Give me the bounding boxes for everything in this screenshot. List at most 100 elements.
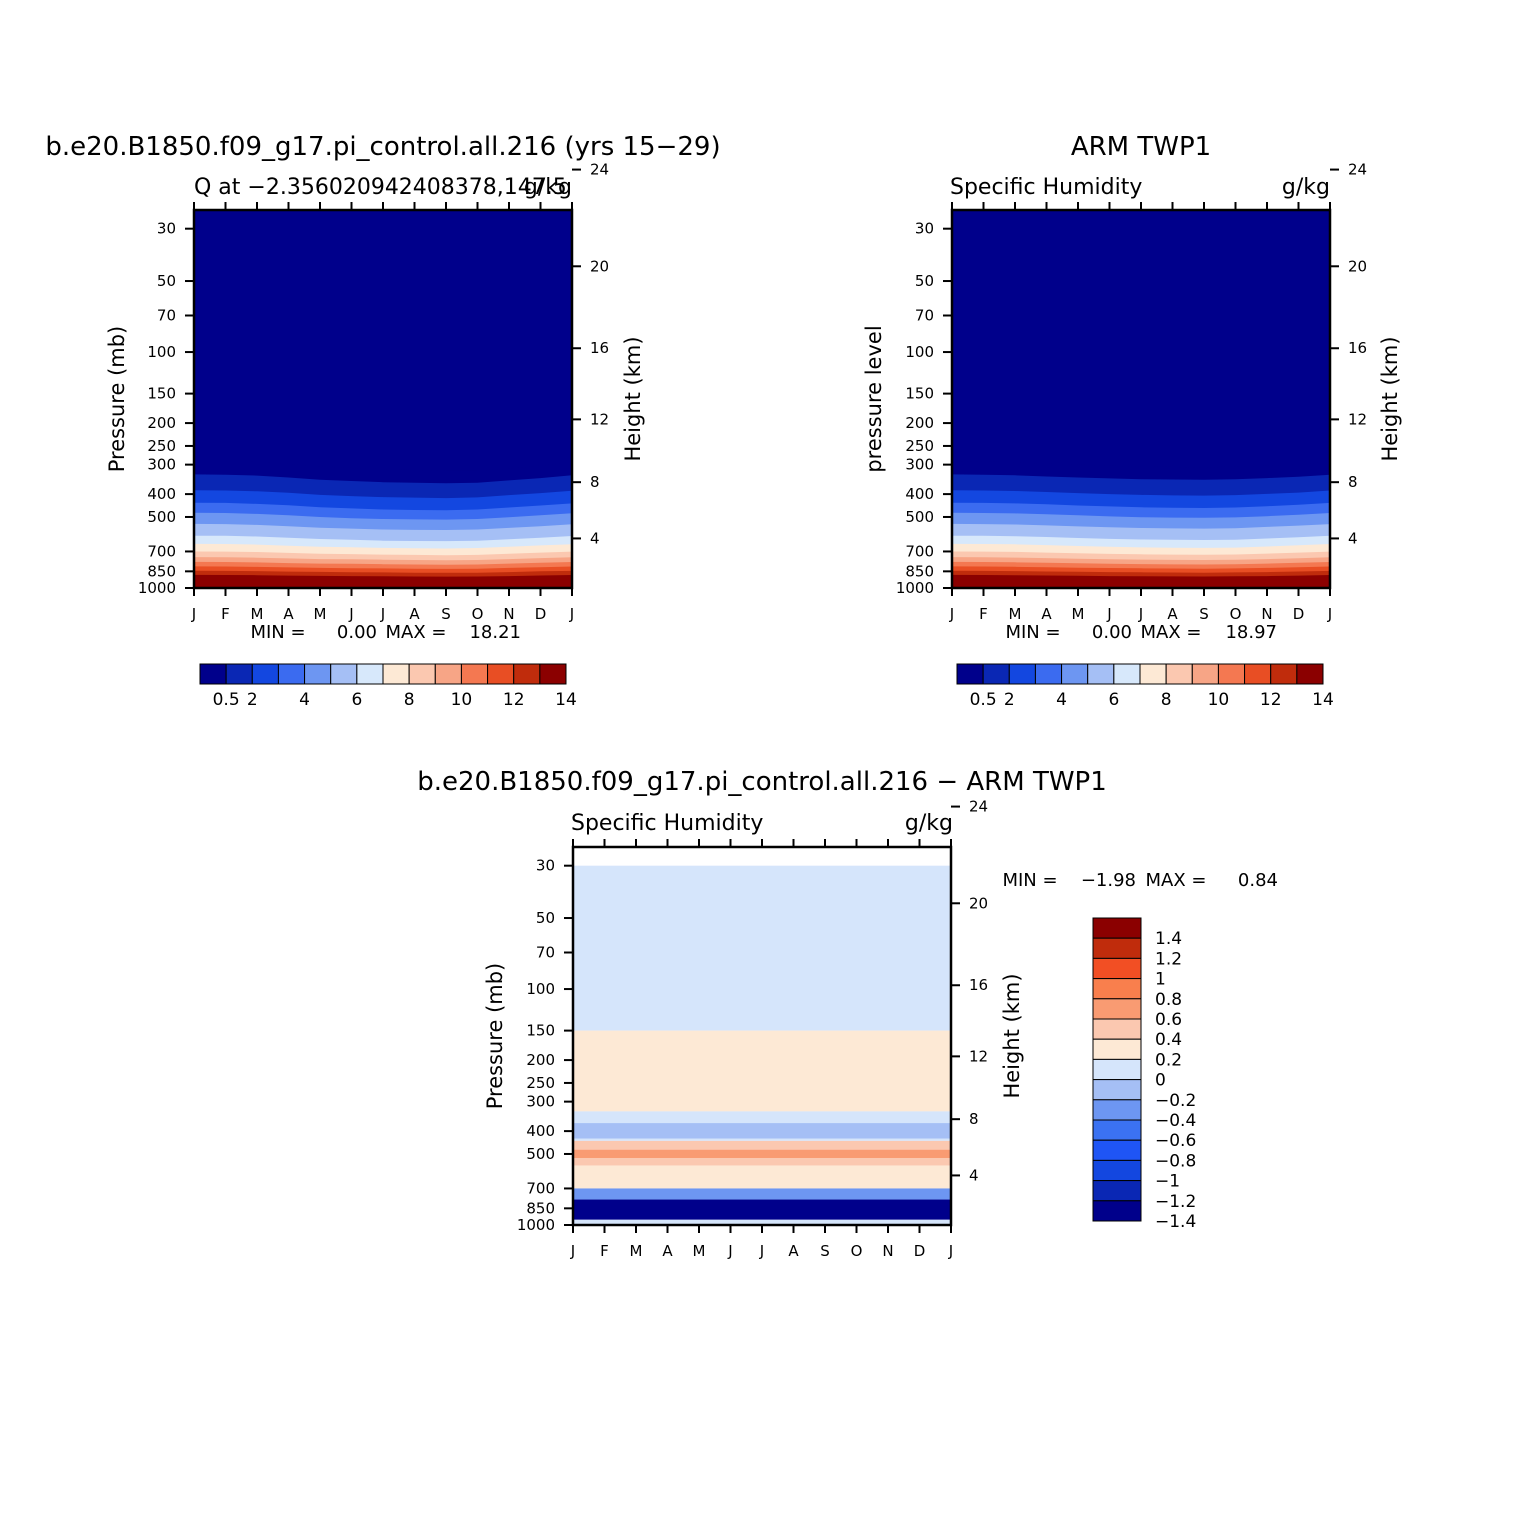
y-tick-right-label: 24: [969, 798, 988, 816]
colorbar-swatch: [1191, 663, 1219, 685]
x-tick-label: J: [949, 605, 954, 623]
y-tick-right-label: 20: [969, 894, 988, 912]
panel-obs-ylabel: pressure level: [862, 325, 886, 472]
colorbar-swatch: [1244, 663, 1272, 685]
panel-obs-colorbar: 0.5 2 4 6 8 10 12 14: [956, 663, 1334, 710]
x-tick-label: J: [570, 1242, 575, 1260]
colorbar-swatch: [1092, 978, 1142, 1000]
y-tick-right-label: 4: [590, 529, 600, 547]
y-tick-right-label: 4: [969, 1166, 979, 1184]
y-tick-label: 400: [526, 1122, 555, 1140]
panel-diff-ylabel-right: Height (km): [1000, 973, 1024, 1098]
y-tick-right-label: 24: [590, 161, 609, 179]
panel-diff: b.e20.B1850.f09_g17.pi_control.all.216 −…: [417, 767, 1278, 1109]
x-tick-label: A: [283, 605, 294, 623]
y-tick-label: 100: [147, 343, 176, 361]
x-tick-label: A: [409, 605, 420, 623]
colorbar-label: 0.8: [1155, 990, 1182, 1010]
colorbar-label: 4: [1056, 690, 1067, 710]
x-tick-label: D: [535, 605, 547, 623]
panel-obs-min-label: MIN =: [1005, 622, 1060, 643]
y-tick-label: 150: [147, 385, 176, 403]
y-tick-label: 1000: [896, 579, 934, 597]
y-tick-label: 500: [147, 508, 176, 526]
colorbar-swatch: [1113, 663, 1141, 685]
difference-band: [573, 865, 951, 1031]
contour-band: [194, 579, 572, 588]
panel-model-max-value: 18.21: [469, 622, 521, 643]
y-tick-right-label: 16: [1348, 339, 1367, 357]
y-tick-label: 1000: [138, 579, 176, 597]
x-tick-label: J: [727, 1242, 732, 1260]
colorbar-swatch: [1217, 663, 1246, 685]
colorbar-label: 8: [404, 690, 415, 710]
colorbar-label: 2: [1004, 690, 1015, 710]
colorbar-swatch: [251, 663, 279, 685]
colorbar-label: 0.5: [213, 690, 240, 710]
panel-obs-max-label: MAX =: [1141, 622, 1202, 643]
y-tick-label: 150: [526, 1022, 555, 1040]
y-tick-right-label: 8: [1348, 473, 1358, 491]
y-tick-label: 50: [536, 909, 555, 927]
colorbar-label: −0.4: [1155, 1111, 1196, 1131]
y-tick-label: 300: [905, 456, 934, 474]
difference-band: [573, 1149, 951, 1158]
y-tick-label: 70: [536, 944, 555, 962]
colorbar-label: 4: [299, 690, 310, 710]
y-tick-right-label: 8: [590, 473, 600, 491]
colorbar-swatch: [1270, 663, 1298, 685]
x-tick-label: J: [1106, 605, 1111, 623]
panel-model-min-label: MIN =: [250, 622, 305, 643]
x-tick-label: A: [788, 1242, 799, 1260]
x-tick-label: F: [600, 1242, 609, 1260]
colorbar-label: 0: [1155, 1071, 1166, 1091]
panel-obs-title: ARM TWP1: [1071, 132, 1211, 162]
y-tick-right-label: 8: [969, 1110, 979, 1128]
difference-band: [573, 1219, 951, 1225]
x-tick-label: O: [1230, 605, 1242, 623]
x-tick-label: M: [693, 1242, 706, 1260]
colorbar-swatch: [1092, 1139, 1142, 1161]
colorbar-swatch: [1092, 957, 1142, 980]
panel-obs-subtitle: Specific Humidity: [950, 175, 1142, 200]
y-tick-label: 70: [157, 307, 176, 325]
panel-diff-min-label: MIN =: [1002, 870, 1057, 891]
colorbar-swatch: [1092, 1159, 1142, 1182]
colorbar-label: 2: [247, 690, 258, 710]
panel-diff-subtitle: Specific Humidity: [571, 811, 763, 836]
x-tick-label: F: [221, 605, 230, 623]
panel-model: b.e20.B1850.f09_g17.pi_control.all.216 (…: [45, 132, 720, 643]
colorbar-label: −0.8: [1155, 1151, 1196, 1171]
y-tick-right-label: 20: [590, 257, 609, 275]
panel-obs-ylabel-right: Height (km): [1378, 336, 1402, 461]
colorbar-swatch: [982, 663, 1010, 685]
colorbar-label: 0.2: [1155, 1050, 1182, 1070]
colorbar-swatch: [956, 663, 984, 685]
panel-model-max-label: MAX =: [386, 622, 447, 643]
colorbar-label: 0.5: [970, 690, 997, 710]
panel-diff-units: g/kg: [905, 811, 953, 836]
colorbar-label: 10: [1208, 690, 1230, 710]
x-tick-label: S: [441, 605, 451, 623]
colorbar-swatch: [1139, 663, 1167, 685]
x-tick-label: S: [1199, 605, 1209, 623]
y-tick-label: 850: [526, 1199, 555, 1217]
y-tick-right-label: 16: [969, 976, 988, 994]
x-tick-label: J: [569, 605, 574, 623]
y-tick-label: 500: [526, 1145, 555, 1163]
x-tick-label: J: [948, 1242, 953, 1260]
colorbar-label: 1: [1155, 970, 1166, 990]
colorbar-label: 6: [351, 690, 362, 710]
colorbar-swatch: [513, 663, 541, 685]
y-tick-label: 250: [526, 1074, 555, 1092]
panel-model-ylabel-right: Height (km): [621, 336, 645, 461]
colorbar-swatch: [1092, 1180, 1142, 1202]
colorbar-swatch: [539, 663, 567, 685]
x-tick-label: F: [979, 605, 988, 623]
y-tick-label: 100: [526, 980, 555, 998]
y-tick-label: 30: [915, 220, 934, 238]
colorbar-swatch: [1092, 1099, 1142, 1121]
y-tick-right-label: 24: [1348, 161, 1367, 179]
y-tick-label: 200: [905, 414, 934, 432]
